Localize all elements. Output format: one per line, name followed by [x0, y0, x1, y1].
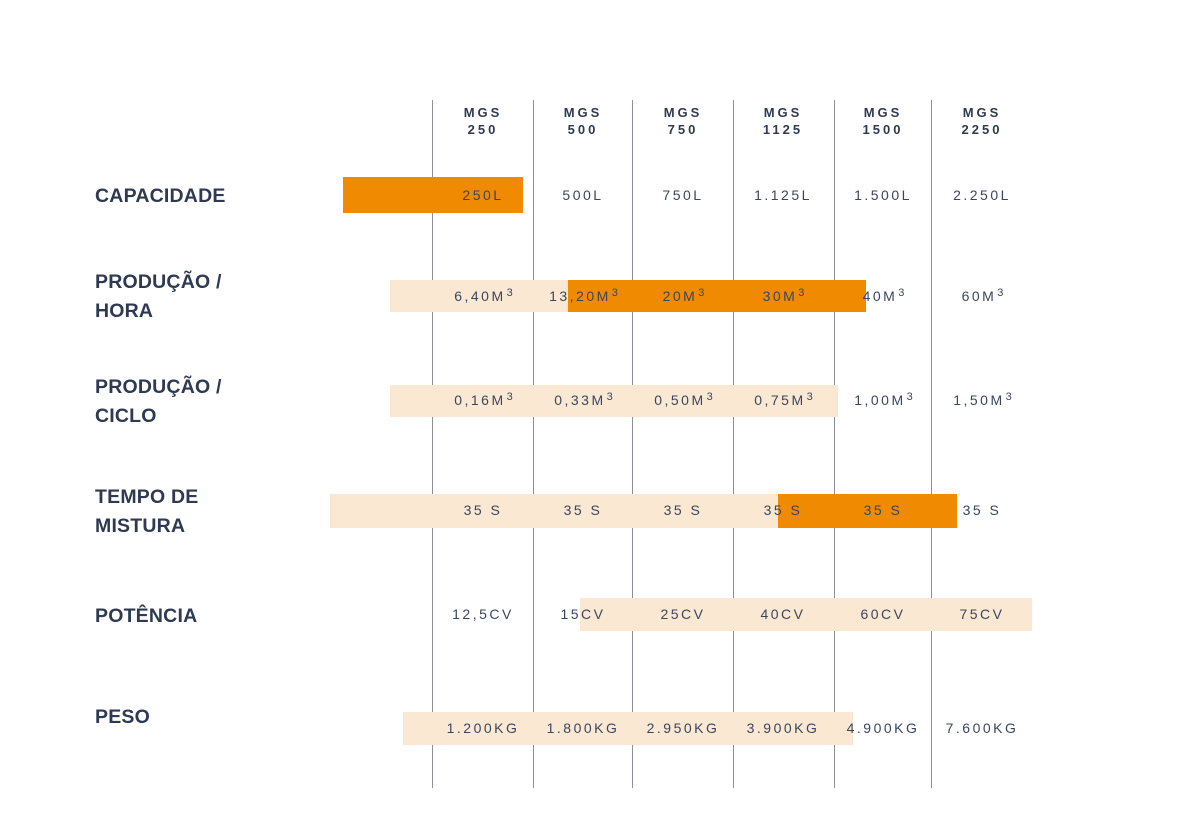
cell-value: 0,50M3: [654, 391, 713, 408]
column-gridline: [931, 100, 932, 788]
cell-value: 1.500L: [854, 187, 912, 203]
column-header-mgs1500: MGS 1500: [862, 105, 904, 137]
cell-value: 60M3: [961, 287, 1004, 304]
cell-value: 1,50M3: [953, 391, 1012, 408]
highlight-bar-orange: [568, 280, 866, 312]
cell-value: 3.900KG: [746, 720, 820, 736]
column-gridline: [432, 100, 433, 788]
highlight-bar-orange: [343, 177, 523, 213]
cell-value: 2.250L: [953, 187, 1011, 203]
cell-value: 25CV: [660, 606, 706, 622]
column-header-mgs2250: MGS 2250: [961, 105, 1003, 137]
cell-value: 30M3: [762, 287, 805, 304]
cell-value: 750L: [662, 187, 704, 203]
row-label-tempo-de-mistura: TEMPO DE MISTURA: [95, 486, 199, 537]
cell-value: 0,33M3: [554, 391, 613, 408]
cell-value: 20M3: [662, 287, 705, 304]
column-header-mgs1125: MGS 1125: [762, 105, 804, 137]
cell-value: 15CV: [560, 606, 606, 622]
cell-value: 35 S: [863, 502, 903, 518]
column-header-mgs750: MGS 750: [663, 105, 703, 137]
cell-value: 35 S: [962, 502, 1002, 518]
cell-value: 35 S: [463, 502, 503, 518]
cell-value: 35 S: [763, 502, 803, 518]
row-label-capacidade: CAPACIDADE: [95, 185, 226, 207]
cell-value: 0,16M3: [454, 391, 513, 408]
row-label-producao-ciclo: PRODUÇÃO / CICLO: [95, 376, 222, 427]
highlight-bar-peach: [580, 598, 1032, 631]
cell-value: 1.800KG: [546, 720, 620, 736]
cell-value: 500L: [562, 187, 604, 203]
cell-value: 12,5CV: [452, 606, 514, 622]
cell-value: 35 S: [663, 502, 703, 518]
row-label-potencia: POTÊNCIA: [95, 605, 198, 627]
column-header-mgs250: MGS 250: [463, 105, 503, 137]
cell-value: 60CV: [860, 606, 906, 622]
highlight-bar-peach: [330, 494, 778, 528]
cell-value: 250L: [462, 187, 504, 203]
row-label-peso: PESO: [95, 706, 150, 728]
column-gridline: [632, 100, 633, 788]
cell-value: 13,20M3: [549, 287, 618, 304]
highlight-bar-orange: [778, 494, 957, 528]
cell-value: 1,00M3: [854, 391, 913, 408]
cell-value: 4.900KG: [846, 720, 920, 736]
column-gridline: [533, 100, 534, 788]
cell-value: 40CV: [760, 606, 806, 622]
cell-value: 2.950KG: [646, 720, 720, 736]
highlight-bar-peach: [390, 280, 568, 312]
cell-value: 7.600KG: [945, 720, 1019, 736]
column-gridline: [834, 100, 835, 788]
cell-value: 6,40M3: [454, 287, 513, 304]
highlight-bar-peach: [390, 385, 838, 417]
cell-value: 35 S: [563, 502, 603, 518]
cell-value: 0,75M3: [754, 391, 813, 408]
cell-value: 40M3: [862, 287, 905, 304]
cell-value: 1.200KG: [446, 720, 520, 736]
cell-value: 75CV: [959, 606, 1005, 622]
cell-value: 1.125L: [754, 187, 812, 203]
highlight-bar-peach: [403, 712, 853, 745]
column-gridline: [733, 100, 734, 788]
row-label-producao-hora: PRODUÇÃO / HORA: [95, 271, 222, 322]
column-header-mgs500: MGS 500: [563, 105, 603, 137]
